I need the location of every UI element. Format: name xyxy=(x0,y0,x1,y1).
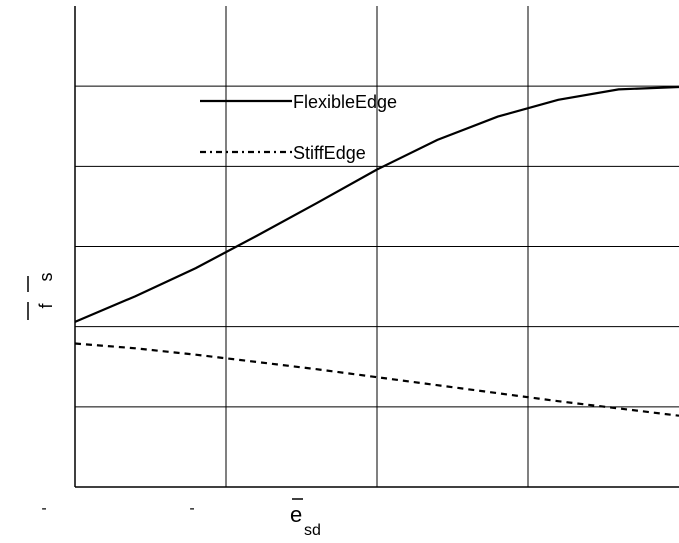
x-tick-label-0: - xyxy=(41,500,46,517)
legend-label-flexible-edge: FlexibleEdge xyxy=(293,92,397,112)
series-layer xyxy=(74,85,679,417)
legend-label-stiff-edge: StiffEdge xyxy=(293,143,366,163)
x-ticks: - - xyxy=(41,500,194,517)
x-tick-label-1: - xyxy=(189,500,194,517)
grid xyxy=(75,6,679,487)
y-label-part-f: f xyxy=(36,303,56,309)
legend: FlexibleEdge StiffEdge xyxy=(200,92,397,163)
x-label-main: e xyxy=(290,502,302,527)
x-label-subscript: sd xyxy=(304,522,321,539)
x-axis-label: e sd xyxy=(290,498,321,539)
series-line-stiffedge xyxy=(74,342,679,417)
y-axis-label: f s xyxy=(27,273,56,320)
series-line-flexibleedge xyxy=(74,85,679,323)
y-label-part-s: s xyxy=(36,273,56,282)
